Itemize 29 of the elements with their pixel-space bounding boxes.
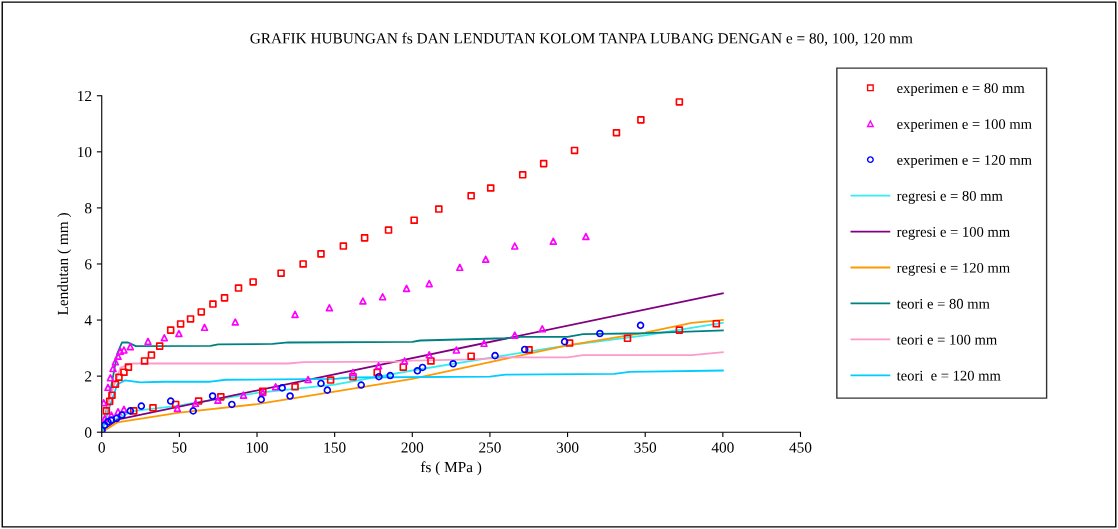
- x-tick-label: 100: [246, 442, 268, 453]
- x-tick-label: 200: [401, 442, 424, 453]
- y-tick-label: 12: [78, 90, 92, 102]
- y-tick-label: 0: [84, 427, 92, 438]
- chart-title: GRAFIK HUBUNGAN fs DAN LENDUTAN KOLOM TANPA LUBANG DENGAN e = 80, 100, 120 mm: [250, 32, 913, 46]
- legend-label: regresi e = 100 mm: [896, 226, 1010, 240]
- y-tick-label: 8: [84, 203, 92, 214]
- y-tick-label: 4: [84, 315, 92, 326]
- legend-label: regresi e = 120 mm: [896, 262, 1010, 276]
- x-tick-label: 300: [556, 442, 579, 453]
- y-tick-label: 2: [85, 371, 92, 382]
- legend-label: teori e = 80 mm: [896, 298, 990, 309]
- x-tick-label: 0: [98, 442, 105, 453]
- x-tick-label: 350: [634, 442, 657, 453]
- y-tick-label: 6: [85, 259, 92, 270]
- x-tick-label: 400: [711, 442, 734, 453]
- legend-label: experimen e = 100 mm: [897, 119, 1032, 132]
- y-axis-title: Lendutan ( mm ): [57, 213, 72, 316]
- x-tick-label: 150: [324, 442, 346, 453]
- legend-label: teori e = 100 mm: [896, 334, 997, 345]
- x-axis-title: fs ( MPa ): [420, 461, 482, 476]
- legend-label: experimen e = 120 mm: [897, 155, 1032, 168]
- legend-label: regresi e = 80 mm: [896, 190, 1003, 204]
- legend-label: experimen e = 80 mm: [897, 83, 1025, 97]
- legend-label: teori e = 120 mm: [896, 370, 1001, 381]
- x-tick-label: 250: [479, 442, 501, 453]
- y-tick-label: 10: [78, 146, 92, 158]
- x-tick-label: 50: [172, 442, 187, 453]
- x-tick-label: 450: [789, 442, 812, 453]
